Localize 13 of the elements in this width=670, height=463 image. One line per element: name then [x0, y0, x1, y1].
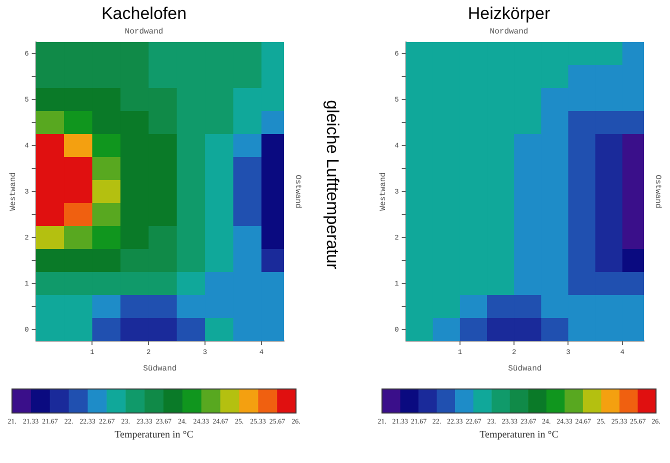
color-bar-title: Temperaturen in °C [114, 430, 194, 441]
y2-axis-title: Ostwand [652, 174, 662, 208]
chart-subtitle: Nordwand [124, 27, 164, 36]
x-axis-title: Südwand [508, 364, 542, 374]
x-axis-title: Südwand [143, 364, 177, 374]
chart-title: Heizkörper [468, 4, 550, 23]
y2-axis-title: Ostwand [292, 174, 302, 208]
color-bar-title: Temperaturen in °C [480, 430, 559, 441]
chart-title: Kachelofen [101, 4, 187, 23]
y-axis-title: Westwand [8, 172, 18, 211]
y-axis-title: Westwand [378, 172, 388, 211]
text: gleiche Lufttemperatur [322, 100, 342, 270]
chart-subtitle: Nordwand [490, 27, 528, 36]
